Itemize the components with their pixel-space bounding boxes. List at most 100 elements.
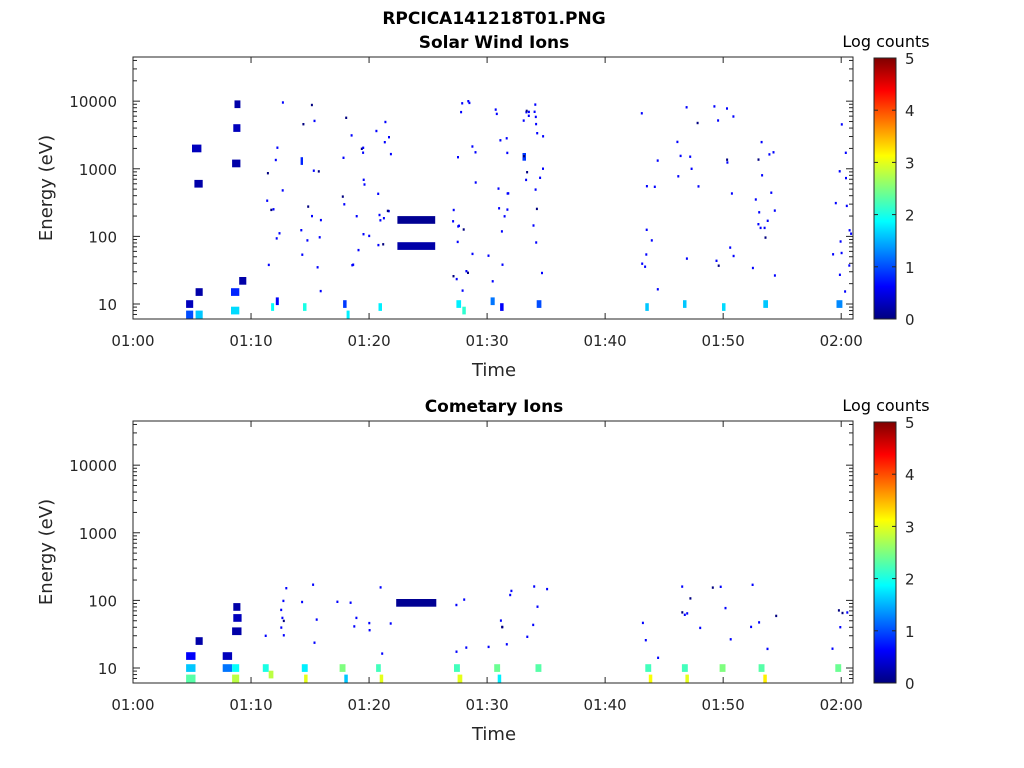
count-speck	[751, 583, 754, 586]
count-speck	[379, 586, 382, 589]
count-speck	[763, 226, 766, 230]
count-speck	[362, 233, 365, 236]
heatmap-cell	[275, 297, 279, 306]
count-speck	[362, 151, 365, 154]
count-speck	[317, 170, 320, 173]
count-speck	[850, 232, 853, 235]
x-tick-label: 01:50	[702, 696, 745, 714]
count-speck	[316, 266, 319, 269]
count-speck	[318, 236, 321, 239]
count-speck	[536, 132, 539, 135]
heatmap-cell	[239, 277, 247, 285]
count-speck	[461, 102, 464, 105]
count-speck	[452, 220, 455, 223]
count-speck	[729, 246, 732, 249]
count-speck	[676, 140, 679, 144]
count-speck	[542, 135, 545, 138]
colorbar-tick-label: 3	[905, 154, 915, 172]
count-speck	[353, 625, 356, 628]
count-speck	[681, 611, 684, 614]
heatmap-cell	[222, 652, 233, 660]
count-speck	[525, 178, 528, 182]
heatmap-cell	[396, 599, 437, 607]
count-speck	[645, 185, 648, 188]
count-speck	[533, 585, 536, 588]
count-speck	[510, 589, 513, 593]
count-speck	[301, 253, 304, 256]
count-speck	[264, 634, 267, 637]
count-speck	[267, 263, 270, 267]
count-speck	[697, 185, 700, 188]
count-speck	[509, 593, 512, 597]
heatmap-cell	[186, 664, 196, 672]
panel-title: Solar Wind Ions	[419, 33, 570, 53]
colorbar-tick-label: 0	[905, 675, 915, 693]
colorbar-tick-label: 2	[905, 207, 915, 225]
count-speck	[336, 600, 339, 603]
count-speck	[533, 110, 536, 113]
count-speck	[773, 209, 776, 212]
count-speck	[772, 151, 775, 154]
count-speck	[726, 107, 728, 110]
count-speck	[775, 614, 778, 618]
count-speck	[535, 122, 538, 126]
count-speck	[285, 587, 288, 590]
heatmap-cell	[379, 674, 384, 683]
x-tick-label: 01:10	[229, 332, 272, 350]
count-speck	[266, 199, 269, 202]
heatmap-cell	[397, 242, 436, 250]
figure-title: RPCICA141218T01.PNG	[382, 9, 605, 29]
count-speck	[281, 189, 284, 192]
count-speck	[535, 207, 538, 211]
count-speck	[388, 136, 390, 139]
count-speck	[848, 264, 851, 267]
count-speck	[644, 639, 647, 642]
heatmap-cell	[490, 297, 495, 306]
count-speck	[526, 171, 529, 174]
heatmap-cell	[344, 674, 348, 683]
count-speck	[541, 271, 543, 275]
colorbar-tick-label: 4	[905, 466, 915, 484]
count-speck	[683, 613, 686, 616]
count-speck	[383, 141, 386, 144]
colorbar-tick-label: 3	[905, 518, 915, 536]
count-speck	[280, 608, 283, 612]
count-speck	[535, 241, 538, 244]
heatmap-cell	[300, 157, 303, 165]
heatmap-cell	[186, 652, 196, 660]
count-speck	[310, 103, 313, 107]
count-speck	[280, 626, 283, 629]
count-speck	[832, 253, 835, 256]
count-speck	[840, 123, 843, 126]
count-speck	[696, 121, 699, 125]
count-speck	[732, 254, 735, 258]
colorbar-tick-label: 5	[905, 50, 915, 68]
count-speck	[377, 243, 380, 247]
heatmap-cell	[231, 288, 240, 296]
y-axis-label: Energy (eV)	[36, 499, 57, 605]
colorbar-gradient	[873, 57, 897, 320]
count-speck	[506, 192, 509, 195]
colorbar: Log counts 0 1 2 3 4 5	[842, 32, 929, 329]
count-speck	[319, 289, 322, 293]
count-speck	[525, 111, 528, 114]
count-speck	[841, 611, 844, 615]
count-speck	[382, 217, 385, 220]
count-speck	[685, 106, 688, 109]
count-speck	[357, 248, 360, 252]
heatmap-cell	[233, 614, 242, 622]
heatmap-cell	[645, 664, 652, 672]
count-speck	[758, 621, 761, 624]
count-speck	[315, 618, 318, 621]
x-tick-label: 01:50	[702, 332, 745, 350]
count-speck	[657, 656, 660, 659]
count-speck	[362, 178, 365, 181]
x-axis-label: Time	[471, 360, 516, 381]
count-speck	[275, 237, 278, 240]
y-tick-label: 100	[88, 228, 117, 246]
count-speck	[532, 623, 535, 627]
heatmap-cell	[186, 674, 196, 683]
count-speck	[302, 123, 305, 126]
count-speck	[845, 176, 847, 180]
heatmap-cell	[232, 674, 240, 683]
